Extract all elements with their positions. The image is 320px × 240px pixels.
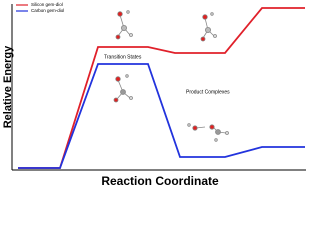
page: {"axes": {"y_label": "Relative Energy", … [1,2,306,189]
annotation: Product Complexes [186,89,230,95]
legend-label: Carbon gem-diol [31,8,64,13]
y-axis-label: Relative Energy [2,45,14,128]
molecule [115,10,133,40]
molecule [113,74,133,103]
annotation: Transition States [104,54,142,60]
legend-label: Silicon gem-diol [31,2,63,7]
silicon-profile [18,7,305,169]
carbon-profile [18,63,305,169]
molecule [187,123,229,142]
molecule [200,12,217,42]
energy-diagram: Relative Energy Reaction Coordinate Sili… [2,2,306,188]
x-axis-label: Reaction Coordinate [101,174,219,188]
